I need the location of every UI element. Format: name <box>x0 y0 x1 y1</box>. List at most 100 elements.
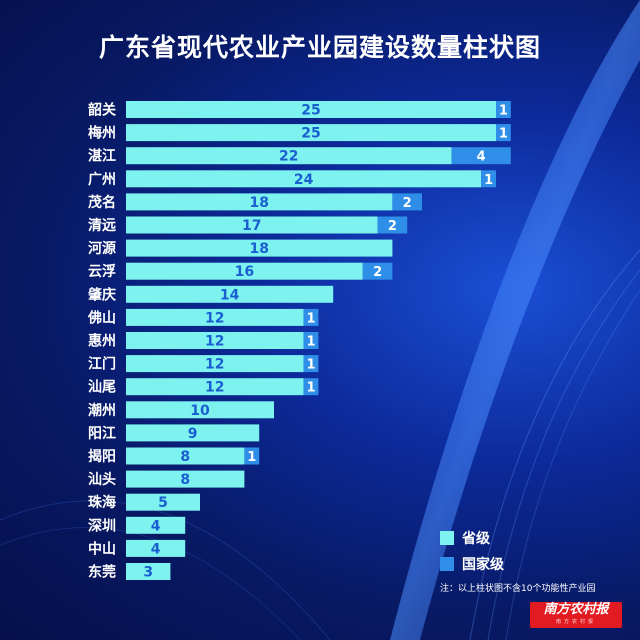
bar-provincial <box>126 332 304 349</box>
bar-provincial <box>126 239 393 257</box>
bar-provincial <box>126 262 363 280</box>
value-label-provincial: 22 <box>279 149 298 165</box>
category-label: 揭阳 <box>88 448 116 465</box>
bar-provincial <box>126 539 186 557</box>
bar-provincial <box>126 147 452 165</box>
bar-provincial <box>126 378 304 396</box>
footnote: 注：以上柱状图不含10个功能性产业园 <box>440 584 596 594</box>
value-label-national: 1 <box>306 311 315 326</box>
bar-provincial <box>126 101 496 118</box>
value-label-national: 1 <box>499 127 508 142</box>
category-label: 珠海 <box>88 494 116 511</box>
bar-provincial <box>126 447 245 465</box>
newspaper-logo: 南方农村报 南方农村报 <box>530 602 622 628</box>
legend: 省级 国家级 <box>440 528 504 580</box>
bar-national <box>496 124 511 142</box>
bar-provincial <box>126 401 274 419</box>
value-label-provincial: 4 <box>151 518 161 534</box>
bar-provincial <box>126 355 304 373</box>
value-label-provincial: 12 <box>205 334 224 350</box>
category-label: 江门 <box>88 356 116 373</box>
bar-national <box>303 378 319 396</box>
category-label: 中山 <box>88 540 116 557</box>
value-label-provincial: 4 <box>151 541 161 557</box>
value-label-national: 1 <box>484 173 493 188</box>
category-label: 云浮 <box>88 263 116 280</box>
value-label-national: 2 <box>403 196 412 211</box>
value-label-provincial: 9 <box>188 426 198 442</box>
bar-national <box>392 193 422 211</box>
value-label-national: 1 <box>499 104 508 119</box>
bar-national <box>481 170 496 188</box>
legend-label-national: 国家级 <box>462 557 504 573</box>
value-label-provincial: 10 <box>190 403 210 419</box>
logo-sub-text: 南方农村报 <box>555 619 596 625</box>
legend-label-provincial: 省级 <box>462 531 490 547</box>
bar-provincial <box>126 124 496 142</box>
category-label: 阳江 <box>88 425 116 442</box>
value-label-national: 4 <box>477 150 486 165</box>
bar-national <box>244 447 260 465</box>
value-label-provincial: 24 <box>294 172 314 188</box>
value-label-national: 1 <box>306 381 315 396</box>
bar-national <box>303 355 319 373</box>
value-label-provincial: 18 <box>249 241 268 257</box>
value-label-provincial: 12 <box>205 380 224 396</box>
bar-provincial <box>126 170 482 188</box>
bar-provincial <box>126 285 334 303</box>
bar-national <box>303 332 319 349</box>
value-label-provincial: 5 <box>158 495 168 511</box>
bar-provincial <box>126 516 186 534</box>
bar-provincial <box>126 216 378 234</box>
legend-swatch-national <box>440 557 454 571</box>
category-label: 广州 <box>88 171 116 188</box>
bar-national <box>496 101 511 118</box>
logo-main-text: 南方农村报 <box>543 602 609 617</box>
bar-national <box>377 216 408 234</box>
legend-swatch-provincial <box>440 531 454 545</box>
category-label: 韶关 <box>88 102 116 119</box>
bar-provincial <box>126 493 200 511</box>
category-label: 湛江 <box>88 148 116 165</box>
bar-provincial <box>126 563 171 580</box>
value-label-national: 1 <box>247 450 256 465</box>
legend-item-national: 国家级 <box>440 554 504 574</box>
value-label-provincial: 12 <box>205 310 224 326</box>
chart-title: 广东省现代农业产业园建设数量柱状图 <box>98 33 541 62</box>
value-label-provincial: 3 <box>143 565 153 581</box>
value-label-national: 1 <box>306 358 315 373</box>
value-label-provincial: 8 <box>180 449 190 465</box>
bar-provincial <box>126 308 304 326</box>
value-label-provincial: 25 <box>301 126 320 142</box>
value-label-provincial: 16 <box>235 264 254 280</box>
bar-provincial <box>126 424 260 442</box>
value-label-provincial: 8 <box>180 472 190 488</box>
value-label-provincial: 14 <box>220 287 240 303</box>
bar-national <box>451 147 511 165</box>
category-label: 汕头 <box>88 471 116 488</box>
value-label-national: 2 <box>388 219 397 234</box>
bar-provincial <box>126 193 393 211</box>
category-label: 深圳 <box>88 517 116 534</box>
value-label-provincial: 12 <box>205 357 224 373</box>
value-label-provincial: 25 <box>301 103 320 119</box>
bar-provincial <box>126 470 245 488</box>
value-label-national: 1 <box>306 335 315 350</box>
value-label-provincial: 17 <box>242 218 261 234</box>
category-label: 茂名 <box>88 194 116 211</box>
value-label-national: 2 <box>373 265 382 280</box>
category-label: 潮州 <box>88 402 116 419</box>
category-label: 惠州 <box>88 333 116 350</box>
category-label: 河源 <box>88 240 116 257</box>
bar-national <box>362 262 393 280</box>
category-label: 梅州 <box>88 125 116 142</box>
category-label: 清远 <box>88 217 116 234</box>
bar-national <box>303 308 319 326</box>
category-label: 肇庆 <box>88 286 116 303</box>
category-label: 佛山 <box>87 309 116 326</box>
category-label: 东莞 <box>88 564 116 581</box>
legend-item-provincial: 省级 <box>440 528 504 548</box>
category-label: 汕尾 <box>88 379 116 396</box>
value-label-provincial: 18 <box>249 195 268 211</box>
